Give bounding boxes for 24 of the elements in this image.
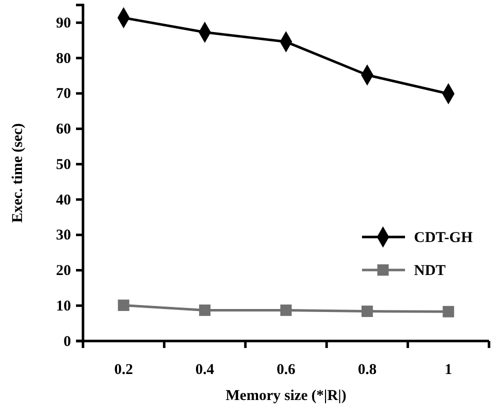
y-axis-title: Exec. time (sec) (10, 123, 26, 223)
y-tick-label: 90 (56, 15, 71, 32)
y-tick-label: 0 (64, 334, 71, 350)
x-tick-label: 1 (444, 362, 452, 378)
x-tick-label: 0.8 (358, 362, 377, 378)
x-axis-title: Memory size (*|R|) (226, 388, 346, 404)
x-tick-label: 0.4 (195, 362, 215, 378)
y-tick-label: 80 (56, 50, 71, 67)
legend-label: NDT (414, 263, 446, 279)
point (280, 304, 292, 316)
point (199, 304, 210, 316)
x-tick-label: 0.2 (114, 362, 133, 378)
point (118, 300, 130, 311)
y-tick-label: 70 (56, 86, 71, 102)
y-tick-label: 50 (56, 156, 71, 173)
y-tick-label: 30 (56, 228, 71, 244)
y-tick-label: 20 (56, 263, 71, 280)
legend-label: CDT-GH (414, 230, 473, 246)
y-tick-label: 10 (56, 298, 71, 314)
point (362, 306, 373, 317)
y-tick-label: 60 (56, 122, 71, 138)
y-tick-label: 40 (56, 192, 71, 208)
x-tick-label: 0.6 (276, 362, 296, 378)
point (442, 306, 454, 318)
